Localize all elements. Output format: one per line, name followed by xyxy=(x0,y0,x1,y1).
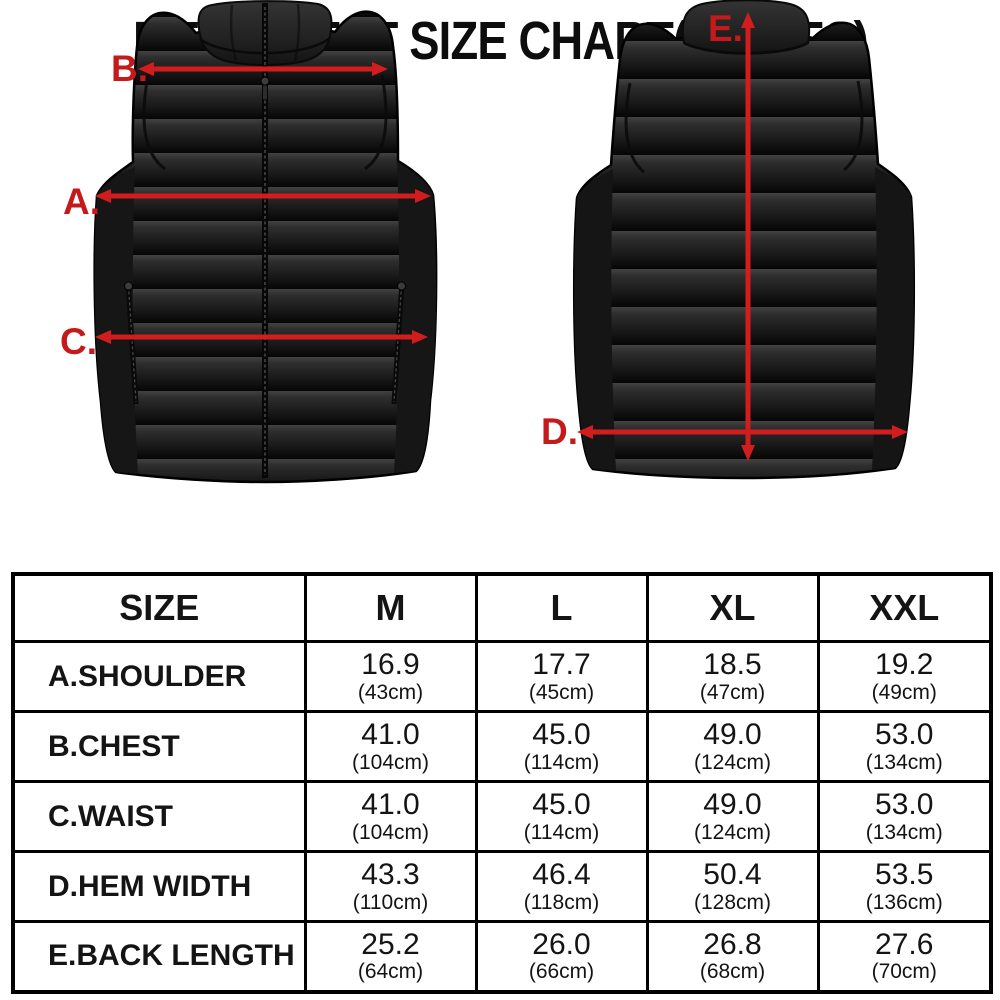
label-a: A. xyxy=(63,181,100,222)
measure-row-label: B.CHEST xyxy=(11,710,307,783)
measure-row-label: A.SHOULDER xyxy=(11,640,307,713)
size-value-cell: 18.5 (47cm) xyxy=(645,640,820,713)
measure-row-label: D.HEM WIDTH xyxy=(11,850,307,923)
col-header-l: L xyxy=(474,572,649,643)
label-e: E. xyxy=(708,8,743,49)
table-row-waist: C.WAIST 41.0 (104cm) 45.0 (114cm) 49.0 (124… xyxy=(11,780,993,853)
measurement-arrow-a xyxy=(95,189,431,203)
size-value-cell: 49.0 (124cm) xyxy=(645,710,820,783)
size-value-cell: 26.0 (66cm) xyxy=(474,920,649,993)
measure-row-label: C.WAIST xyxy=(11,780,307,853)
table-row-back-length: E.BACK LENGTH 25.2 (64cm) 26.0 (66cm) 26.8… xyxy=(11,920,993,993)
size-table-header-row: SIZE M L XL XXL xyxy=(11,572,993,643)
size-value-cell: 19.2 (49cm) xyxy=(816,640,993,713)
size-value-cell: 53.0 (134cm) xyxy=(816,780,993,853)
size-value-cell: 46.4 (118cm) xyxy=(474,850,649,923)
measurement-arrow-c xyxy=(95,330,428,344)
measurement-arrow-b xyxy=(138,62,388,76)
col-header-m: M xyxy=(303,572,478,643)
size-value-cell: 43.3 (110cm) xyxy=(303,850,478,923)
vest-measurement-diagram: B. A. C. D. E. xyxy=(60,0,916,484)
col-header-xxl: XXL xyxy=(816,572,993,643)
measure-row-label: E.BACK LENGTH xyxy=(11,920,307,993)
measurement-arrow-e xyxy=(741,12,755,461)
col-header-xl: XL xyxy=(645,572,820,643)
vest-diagram-svg: B. A. C. D. E. xyxy=(60,0,916,484)
back-vest-image xyxy=(572,0,916,480)
size-value-cell: 45.0 (114cm) xyxy=(474,780,649,853)
size-value-cell: 49.0 (124cm) xyxy=(645,780,820,853)
label-c: C. xyxy=(60,321,97,362)
size-value-cell: 27.6 (70cm) xyxy=(816,920,993,993)
size-value-cell: 45.0 (114cm) xyxy=(474,710,649,783)
size-value-cell: 17.7 (45cm) xyxy=(474,640,649,713)
table-row-shoulder: A.SHOULDER 16.9 (43cm) 17.7 (45cm) 18.5 (47… xyxy=(11,640,993,713)
size-value-cell: 41.0 (104cm) xyxy=(303,780,478,853)
size-value-cell: 53.5 (136cm) xyxy=(816,850,993,923)
label-d: D. xyxy=(541,411,578,452)
size-value-cell: 25.2 (64cm) xyxy=(303,920,478,993)
table-row-chest: B.CHEST 41.0 (104cm) 45.0 (114cm) 49.0 (124… xyxy=(11,710,993,783)
size-value-cell: 26.8 (68cm) xyxy=(645,920,820,993)
front-vest-image xyxy=(93,0,438,484)
size-value-cell: 41.0 (104cm) xyxy=(303,710,478,783)
label-b: B. xyxy=(111,48,148,89)
col-header-size: SIZE xyxy=(11,572,307,643)
measurement-arrow-d xyxy=(577,425,908,439)
size-value-cell: 50.4 (128cm) xyxy=(645,850,820,923)
table-row-hem-width: D.HEM WIDTH 43.3 (110cm) 46.4 (118cm) 50.4… xyxy=(11,850,993,923)
size-value-cell: 53.0 (134cm) xyxy=(816,710,993,783)
size-value-cell: 16.9 (43cm) xyxy=(303,640,478,713)
size-table: SIZE M L XL XXL A.SHOULDER 16.9 (43cm) 17… xyxy=(11,572,993,994)
